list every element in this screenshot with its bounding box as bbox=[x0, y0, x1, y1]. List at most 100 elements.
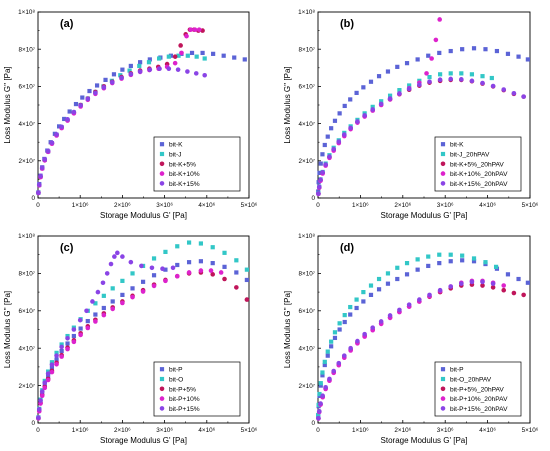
data-point bbox=[318, 401, 323, 406]
legend-marker bbox=[159, 367, 165, 372]
data-point bbox=[448, 76, 454, 82]
data-point bbox=[329, 344, 334, 349]
data-point bbox=[186, 260, 192, 265]
y-tick-label: 0 bbox=[31, 420, 35, 427]
legend-marker bbox=[159, 142, 165, 147]
data-point bbox=[59, 124, 64, 130]
data-point bbox=[348, 345, 353, 351]
data-point bbox=[54, 350, 59, 355]
data-point bbox=[397, 88, 402, 93]
data-point bbox=[370, 104, 375, 109]
data-point bbox=[429, 56, 434, 61]
data-point bbox=[130, 286, 135, 291]
data-point bbox=[406, 86, 412, 92]
data-point bbox=[208, 268, 214, 273]
data-point bbox=[185, 69, 190, 74]
data-point bbox=[433, 37, 439, 43]
data-point bbox=[320, 393, 325, 398]
data-point bbox=[71, 327, 77, 332]
y-tick-label: 0 bbox=[311, 420, 315, 427]
y-tick-label: 4×10⁷ bbox=[19, 121, 36, 128]
data-point bbox=[193, 71, 199, 76]
data-point bbox=[490, 285, 496, 290]
x-tick-label: 3×10⁶ bbox=[156, 202, 173, 209]
data-point bbox=[387, 313, 393, 318]
data-point bbox=[200, 50, 205, 56]
data-point bbox=[317, 391, 322, 397]
series-5 bbox=[36, 66, 207, 195]
data-point bbox=[437, 77, 443, 83]
legend-box bbox=[153, 361, 241, 417]
panel-label: (d) bbox=[340, 242, 354, 254]
data-point bbox=[49, 362, 55, 367]
legend-box bbox=[434, 136, 522, 192]
x-tick-label: 5×10⁶ bbox=[522, 202, 539, 209]
data-point bbox=[59, 344, 64, 350]
data-point bbox=[108, 261, 114, 267]
data-point bbox=[65, 117, 70, 122]
data-point bbox=[505, 272, 511, 277]
data-point bbox=[341, 353, 347, 358]
data-point bbox=[103, 77, 108, 82]
data-point bbox=[94, 83, 100, 88]
y-tick-label: 2×10⁷ bbox=[299, 383, 316, 390]
data-point bbox=[93, 319, 98, 324]
y-tick-label: 6×10⁷ bbox=[299, 308, 316, 315]
data-point bbox=[163, 267, 168, 272]
data-point bbox=[188, 27, 194, 32]
data-point bbox=[100, 280, 106, 286]
data-point bbox=[179, 50, 184, 56]
series-1 bbox=[316, 46, 530, 194]
data-point bbox=[368, 283, 374, 288]
data-point bbox=[318, 383, 323, 388]
data-point bbox=[163, 278, 168, 284]
data-point bbox=[448, 252, 453, 257]
data-point bbox=[234, 258, 239, 263]
x-tick-label: 1×10⁶ bbox=[352, 427, 369, 434]
legend-label: bit-J bbox=[169, 152, 181, 159]
data-point bbox=[348, 304, 353, 310]
data-point bbox=[471, 259, 477, 264]
data-point bbox=[361, 299, 366, 304]
data-point bbox=[483, 47, 488, 52]
data-point bbox=[355, 338, 360, 344]
data-point bbox=[59, 354, 64, 359]
data-point bbox=[331, 146, 336, 152]
data-point bbox=[42, 157, 48, 162]
data-point bbox=[395, 265, 400, 270]
chart-panel-2: 0 1×10⁶ 2×10⁶ 3×10⁶ 4×10⁶ 5×10⁶ 0 2×10⁷ 4×10⁷ 6×1… bbox=[283, 9, 539, 220]
data-point bbox=[137, 69, 143, 74]
data-point bbox=[93, 301, 98, 306]
y-tick-label: 6×10⁷ bbox=[19, 308, 36, 315]
data-point bbox=[39, 393, 45, 398]
data-point bbox=[471, 46, 477, 51]
data-point bbox=[115, 250, 120, 256]
data-point bbox=[480, 74, 485, 79]
series-4 bbox=[316, 17, 442, 197]
data-point bbox=[65, 341, 70, 346]
x-tick-label: 3×10⁶ bbox=[437, 202, 454, 209]
data-point bbox=[354, 305, 359, 311]
data-point bbox=[427, 79, 432, 85]
data-point bbox=[370, 107, 375, 112]
data-point bbox=[316, 184, 322, 190]
data-point bbox=[137, 63, 142, 69]
data-point bbox=[101, 305, 106, 311]
data-point bbox=[101, 85, 107, 90]
data-point bbox=[36, 415, 41, 420]
data-point bbox=[38, 173, 43, 179]
data-point bbox=[194, 54, 199, 59]
data-point bbox=[448, 71, 453, 76]
data-point bbox=[448, 284, 454, 289]
legend-label: bit-K+15% bbox=[169, 181, 200, 188]
data-point bbox=[120, 254, 125, 259]
data-point bbox=[494, 48, 500, 54]
x-tick-label: 4×10⁶ bbox=[198, 202, 215, 209]
data-point bbox=[192, 27, 198, 32]
data-point bbox=[469, 279, 475, 285]
data-point bbox=[332, 118, 338, 123]
data-point bbox=[322, 359, 327, 364]
legend-label: bit-O_20hPAV bbox=[450, 377, 492, 384]
data-point bbox=[337, 321, 342, 326]
y-axis-title: Loss Modulus G'' [Pa] bbox=[3, 66, 12, 143]
